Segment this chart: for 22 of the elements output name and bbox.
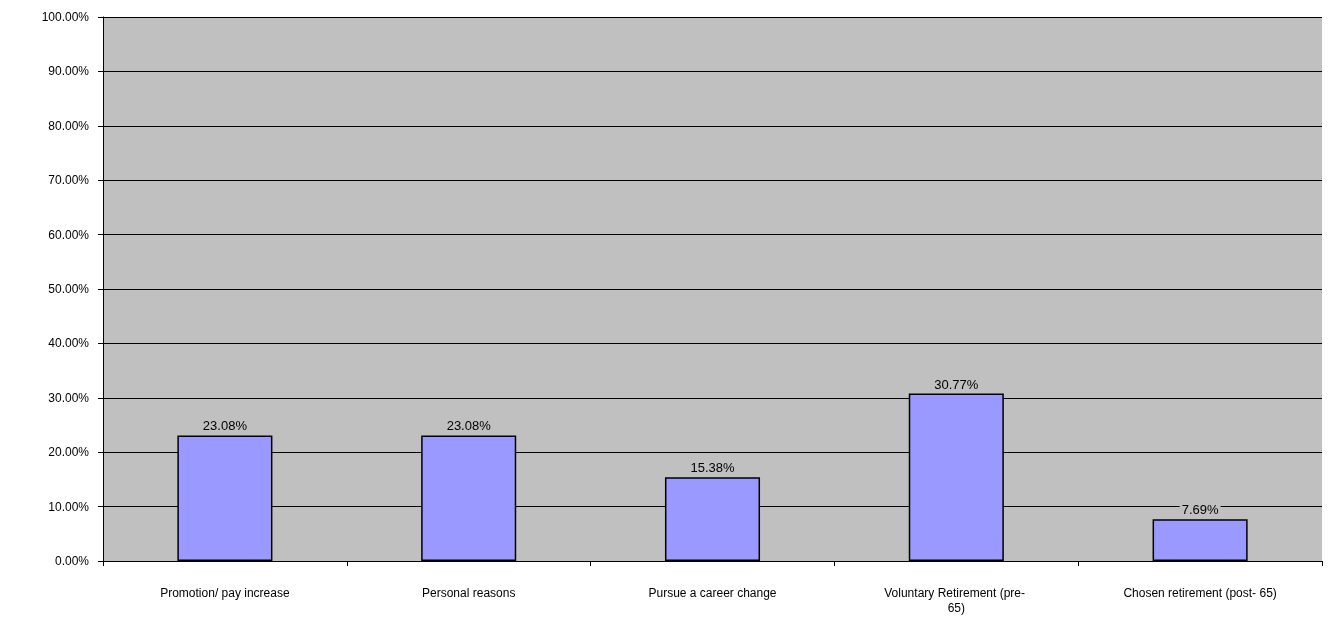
y-tick-label: 50.00% <box>48 282 90 296</box>
bar <box>1152 519 1248 561</box>
y-tick-label: 60.00% <box>48 227 90 242</box>
data-label: 7.69% <box>1181 502 1219 518</box>
y-tick-label: 100.00% <box>41 10 90 24</box>
x-tick-label: Chosen retirement (post- 65) <box>1123 585 1277 600</box>
data-label: 23.08% <box>446 418 492 434</box>
data-label: 23.08% <box>202 418 248 434</box>
y-tick-label: 30.00% <box>48 390 90 405</box>
y-tick-label: 90.00% <box>48 64 90 79</box>
x-tick-label: Pursue a career change <box>648 585 777 600</box>
y-tick-label: 20.00% <box>48 445 90 460</box>
y-tick-label: 70.00% <box>48 173 90 188</box>
y-tick-label: 10.00% <box>48 499 90 514</box>
x-tick-label: Promotion/ pay increase <box>160 585 290 600</box>
x-tick-label: Voluntary Retirement (pre- 65) <box>884 585 1029 615</box>
y-tick-label: 0.00% <box>54 554 90 568</box>
y-tick-label: 80.00% <box>48 118 90 133</box>
data-label: 30.77% <box>934 376 979 392</box>
data-label: 15.38% <box>690 460 735 476</box>
x-tick-label: Personal reasons <box>422 585 516 600</box>
y-tick-label: 40.00% <box>48 336 90 351</box>
